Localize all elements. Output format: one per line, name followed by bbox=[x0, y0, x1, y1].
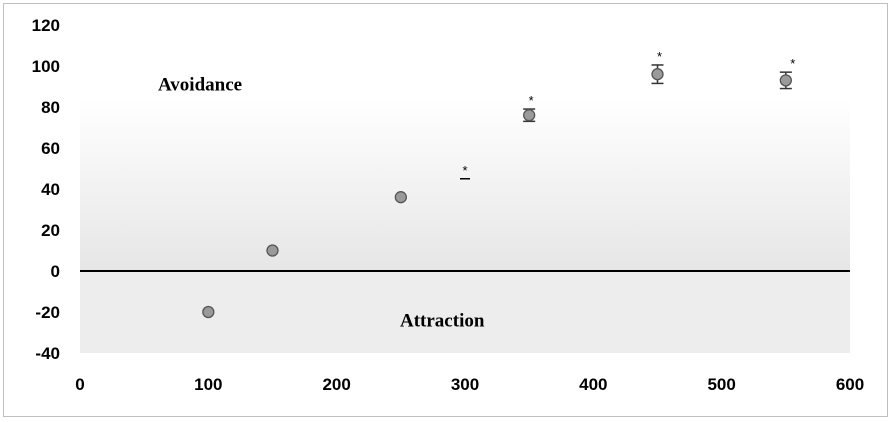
y-tick-label: 40 bbox=[41, 180, 60, 199]
significance-marker: * bbox=[529, 93, 534, 108]
avoidance-label: Avoidance bbox=[158, 75, 242, 96]
plot-background-avoidance bbox=[80, 25, 850, 271]
x-tick-label: 300 bbox=[451, 375, 479, 394]
x-tick-label: 200 bbox=[322, 375, 350, 394]
x-tick-label: 100 bbox=[194, 375, 222, 394]
significance-marker: * bbox=[657, 49, 662, 64]
data-points: * * * * bbox=[202, 49, 795, 319]
significance-marker: * bbox=[790, 56, 795, 71]
y-tick-label: 20 bbox=[41, 221, 60, 240]
y-tick-label: 120 bbox=[32, 16, 60, 35]
significance-marker: * bbox=[462, 163, 467, 178]
x-tick-label: 400 bbox=[579, 375, 607, 394]
attraction-label: Attraction bbox=[400, 310, 485, 331]
y-tick-label: 100 bbox=[32, 57, 60, 76]
x-tick-label: 0 bbox=[75, 375, 84, 394]
y-tick-label: 80 bbox=[41, 98, 60, 117]
x-tick-label: 600 bbox=[836, 375, 864, 394]
data-point bbox=[779, 74, 792, 87]
y-tick-label: -20 bbox=[35, 303, 60, 322]
x-axis-ticks: 0 100 200 300 400 500 600 bbox=[75, 375, 864, 394]
data-point bbox=[651, 68, 664, 81]
y-tick-label: -40 bbox=[35, 344, 60, 363]
y-axis-ticks: 120 100 80 60 40 20 0 -20 -40 bbox=[32, 16, 60, 363]
data-point bbox=[266, 244, 279, 257]
data-point bbox=[394, 191, 407, 204]
data-point bbox=[202, 305, 215, 319]
data-point bbox=[523, 109, 536, 122]
x-tick-label: 500 bbox=[707, 375, 735, 394]
y-tick-label: 0 bbox=[51, 262, 60, 281]
y-tick-label: 60 bbox=[41, 139, 60, 158]
